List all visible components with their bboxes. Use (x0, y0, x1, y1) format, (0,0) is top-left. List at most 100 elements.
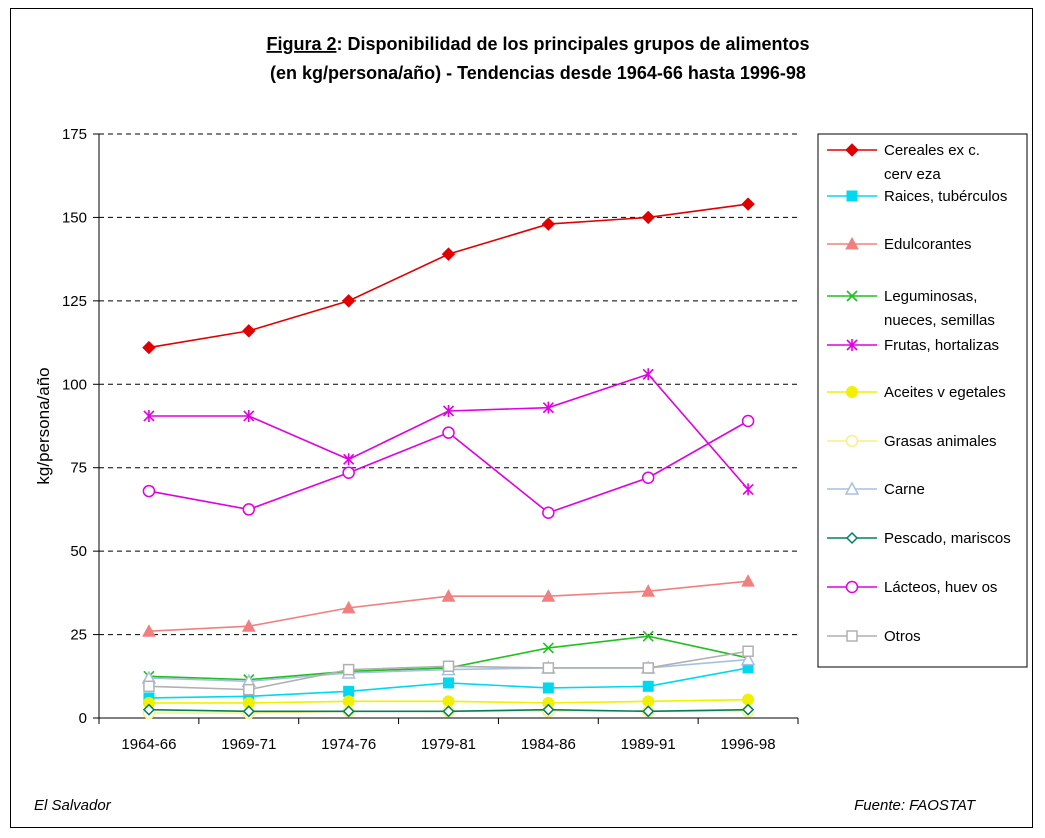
legend-label-grasas-animales: Grasas animales (884, 433, 997, 450)
legend-label-lacteos-huevos: Lácteos, huev os (884, 579, 997, 596)
legend-item-edulcorantes: Edulcorantes (827, 236, 972, 253)
legend-label-otros: Otros (884, 628, 921, 645)
series-frutas-hortalizas (143, 368, 754, 496)
legend-label-leguminosas-nueces-semillas: Leguminosas, (884, 288, 977, 305)
point-leguminosas-nueces-semillas-1989-91 (642, 630, 654, 642)
point-pescado-mariscos-1989-91 (642, 705, 655, 718)
legend-swatch-marker-leguminosas-nueces-semillas (846, 290, 858, 302)
series-leguminosas-nueces-semillas (143, 630, 754, 686)
legend-item-cereales-exc-cerveza: Cereales ex c. cerv eza (827, 142, 980, 183)
point-otros-1984-86 (542, 662, 555, 674)
legend-label-cereales-exc-cerveza-1: cerv eza (884, 166, 941, 183)
point-raices-tuberculos-1974-76 (343, 685, 355, 697)
series-otros (143, 645, 754, 696)
point-otros-1989-91 (642, 662, 654, 674)
y-tick-label-100: 100 (62, 376, 87, 393)
legend-label-edulcorantes: Edulcorantes (884, 236, 972, 253)
point-cereales-exc-cerveza-1989-91 (641, 210, 655, 225)
point-otros-1979-81 (442, 660, 455, 673)
legend-swatch-marker-grasas-animales (845, 434, 859, 448)
point-cereales-exc-cerveza-1984-86 (541, 217, 556, 231)
legend-swatch-marker-raices-tuberculos (846, 190, 858, 202)
point-otros-1964-66 (143, 680, 155, 693)
point-otros-1996-98 (742, 645, 754, 658)
point-leguminosas-nueces-semillas-1984-86 (542, 642, 554, 654)
x-tick-label-1984-86: 1984-86 (521, 736, 576, 753)
series-line-cereales-exc-cerveza (148, 203, 749, 349)
legend-swatch-marker-carne (844, 481, 860, 495)
point-raices-tuberculos-1979-81 (443, 677, 454, 689)
point-raices-tuberculos-1989-91 (642, 680, 654, 692)
chart-title-line2: (en kg/persona/año) - Tendencias desde 1… (270, 63, 806, 83)
point-edulcorantes-1996-98 (741, 574, 755, 587)
y-axis-label: kg/persona/año (34, 367, 53, 484)
point-lacteos-huevos-1964-66 (142, 484, 156, 498)
point-edulcorantes-1979-81 (441, 589, 456, 602)
series-group (141, 197, 756, 720)
y-tick-label-0: 0 (79, 710, 87, 727)
grid-lines (99, 133, 798, 636)
point-pescado-mariscos-1969-71 (242, 705, 255, 718)
x-tick-label-1979-81: 1979-81 (421, 736, 476, 753)
point-frutas-hortalizas-1974-76 (343, 453, 355, 466)
y-tick-label-50: 50 (70, 543, 87, 560)
legend-label-pescado-mariscos: Pescado, mariscos (884, 530, 1011, 547)
point-edulcorantes-1989-91 (641, 584, 656, 597)
legend-item-pescado-mariscos: Pescado, mariscos (827, 530, 1011, 547)
point-lacteos-huevos-1996-98 (741, 414, 755, 428)
x-tick-label-1974-76: 1974-76 (321, 736, 376, 753)
point-lacteos-huevos-1969-71 (242, 503, 256, 516)
series-pescado-mariscos (142, 703, 755, 718)
footer-source: Fuente: FAOSTAT (854, 797, 977, 814)
axes: 0 25 50 75 100 125 150 175 1964-66 1969-71 1974-76… (62, 126, 799, 753)
point-edulcorantes-1964-66 (142, 624, 156, 637)
legend-label-carne: Carne (884, 481, 925, 498)
series-cereales-exc-cerveza (142, 197, 755, 355)
legend-label-leguminosas-nueces-semillas-1: nueces, semillas (884, 312, 995, 329)
point-lacteos-huevos-1989-91 (641, 471, 655, 484)
legend-swatch-marker-frutas-hortalizas (846, 339, 858, 351)
point-otros-1969-71 (243, 683, 255, 696)
legend-label-cereales-exc-cerveza: Cereales ex c. (884, 142, 980, 159)
point-carne-1996-98 (740, 652, 756, 666)
legend-label-aceites-vegetales: Aceites v egetales (884, 384, 1006, 401)
point-aceites-vegetales-1996-98 (742, 693, 755, 706)
legend-item-frutas-hortalizas: Frutas, hortalizas (827, 337, 999, 354)
y-tick-label-175: 175 (62, 126, 87, 143)
x-tick-label-1996-98: 1996-98 (721, 736, 776, 753)
series-edulcorantes (142, 574, 755, 637)
point-frutas-hortalizas-1989-91 (642, 368, 654, 381)
point-frutas-hortalizas-1964-66 (143, 409, 155, 422)
y-tick-label-125: 125 (62, 293, 87, 310)
point-pescado-mariscos-1996-98 (742, 703, 755, 716)
point-otros-1974-76 (342, 663, 355, 676)
point-cereales-exc-cerveza-1996-98 (741, 197, 755, 211)
legend-item-carne: Carne (827, 481, 925, 498)
point-cereales-exc-cerveza-1979-81 (441, 247, 456, 261)
series-aceites-vegetales (142, 693, 755, 709)
point-pescado-mariscos-1979-81 (442, 705, 455, 718)
point-raices-tuberculos-1984-86 (542, 682, 554, 694)
legend-label-frutas-hortalizas: Frutas, hortalizas (884, 337, 999, 354)
footer-country: El Salvador (34, 797, 112, 814)
point-frutas-hortalizas-1996-98 (742, 483, 754, 496)
chart-title-prefix: Figura 2 (266, 34, 336, 54)
legend-swatch-marker-pescado-mariscos (845, 531, 859, 545)
point-pescado-mariscos-1974-76 (342, 705, 355, 718)
point-frutas-hortalizas-1984-86 (542, 401, 554, 414)
legend-box (817, 133, 1028, 668)
legend-swatch-marker-otros (846, 630, 858, 642)
legend-swatch-marker-aceites-vegetales (846, 386, 858, 398)
legend-item-otros: Otros (827, 628, 921, 645)
chart-title-line1: Figura 2: Disponibilidad de los principa… (266, 34, 809, 54)
x-tick-label-1969-71: 1969-71 (221, 736, 276, 753)
point-edulcorantes-1974-76 (341, 600, 356, 614)
point-pescado-mariscos-1964-66 (142, 703, 155, 716)
legend-swatch-marker-edulcorantes (845, 236, 859, 250)
legend-item-raices-tuberculos: Raices, tubérculos (827, 188, 1007, 205)
point-cereales-exc-cerveza-1969-71 (242, 324, 256, 338)
y-tick-label-25: 25 (70, 627, 87, 644)
point-cereales-exc-cerveza-1964-66 (142, 340, 156, 355)
legend-label-raices-tuberculos: Raices, tubérculos (884, 188, 1007, 205)
